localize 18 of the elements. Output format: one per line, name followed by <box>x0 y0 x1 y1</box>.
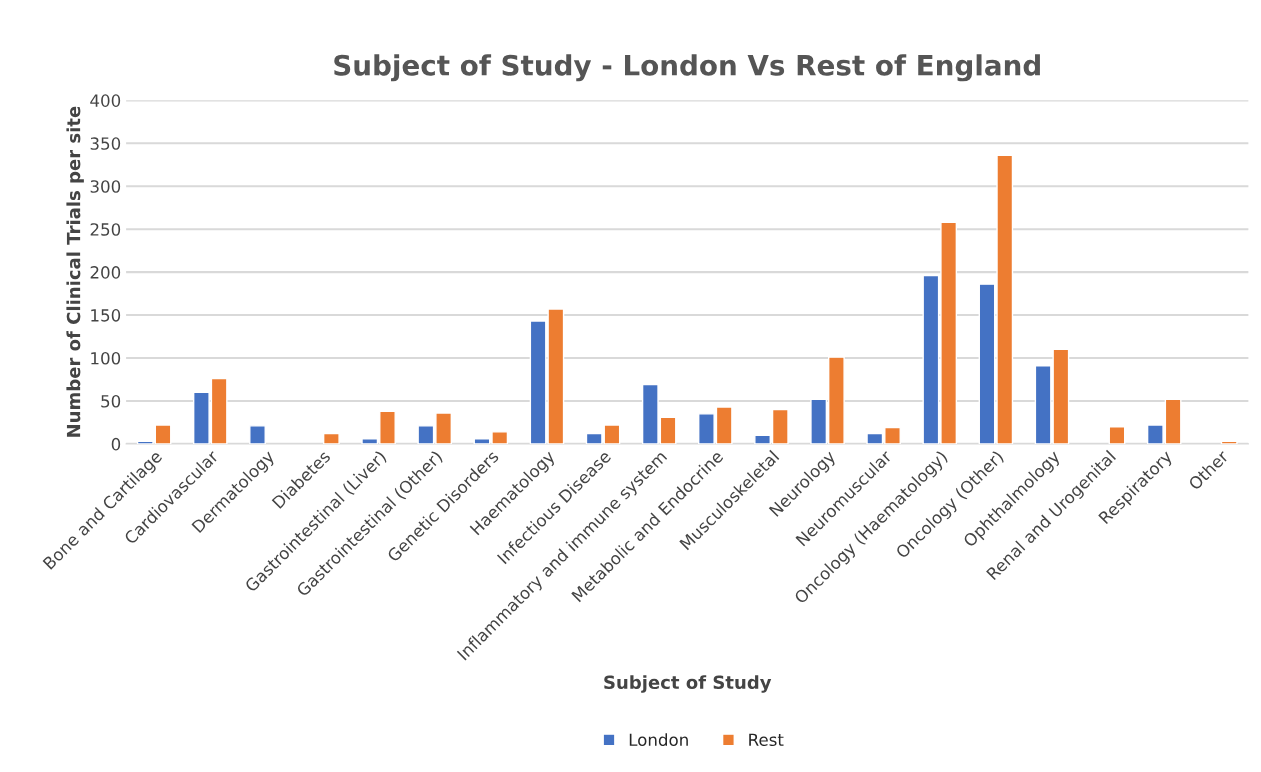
y-tick-label: 100 <box>91 351 121 365</box>
bar <box>1108 426 1126 444</box>
y-tick-label: 50 <box>101 394 121 408</box>
y-tick-label: 150 <box>91 309 121 322</box>
y-tick-label: 300 <box>90 180 121 193</box>
y-tick-label: 250 <box>90 223 121 236</box>
y-tick-label: 200 <box>90 266 121 279</box>
x-axis-title: Subject of Study <box>604 675 772 693</box>
bar <box>249 425 266 444</box>
legend-label: London <box>629 733 688 747</box>
y-tick-label: 350 <box>90 137 121 150</box>
bar <box>1220 440 1238 444</box>
y-axis-title: Number of Clinical Trials per site <box>66 106 84 437</box>
legend-label: Rest <box>749 733 784 747</box>
chart-title: Subject of Study - London Vs Rest of England <box>334 54 1040 82</box>
bar <box>322 432 340 444</box>
y-tick-label: 400 <box>90 94 121 107</box>
y-tick-label: 0 <box>111 437 121 451</box>
